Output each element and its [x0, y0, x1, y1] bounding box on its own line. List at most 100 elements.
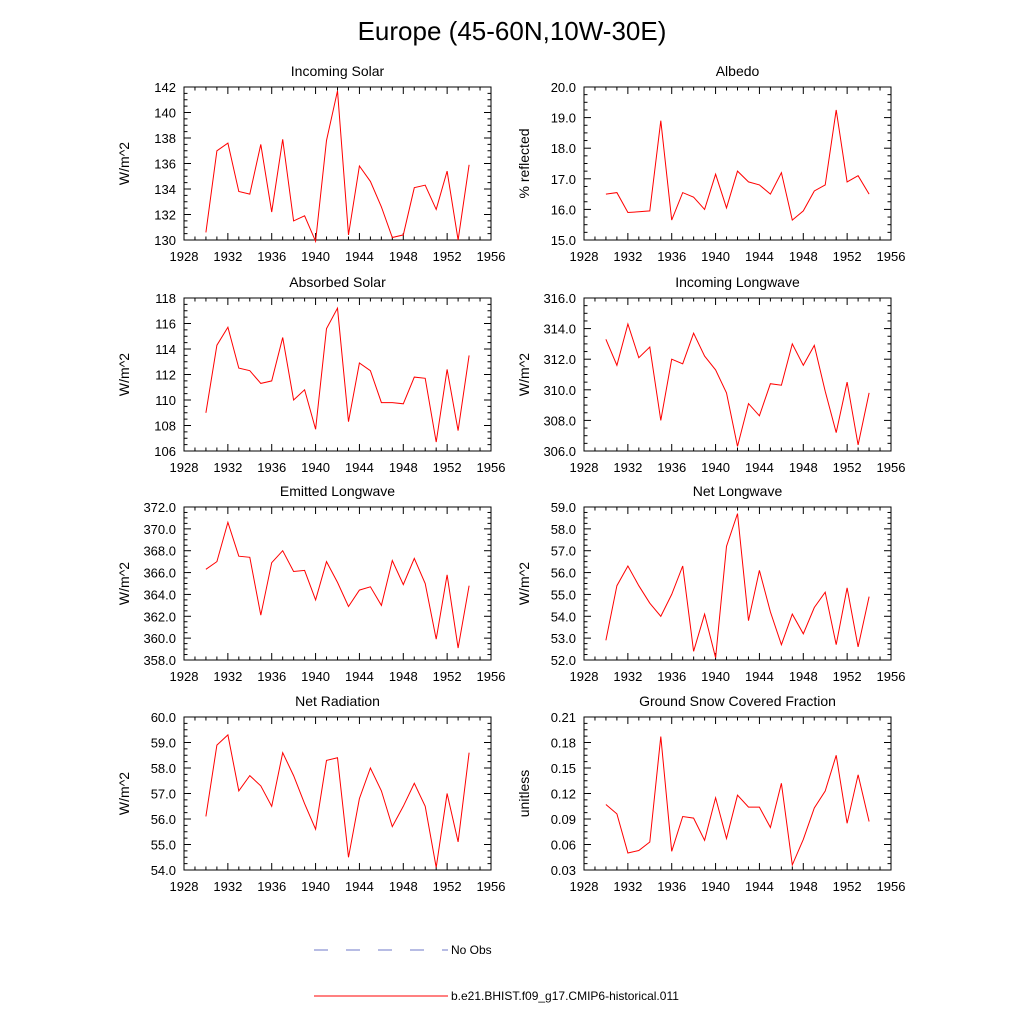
data-series-line	[205, 733, 470, 868]
x-tick-label: 1940	[301, 669, 330, 684]
legend-obs-label: No Obs	[451, 943, 492, 957]
y-tick-label: 58.0	[151, 761, 176, 776]
x-tick-label: 1936	[657, 669, 686, 684]
x-tick-label: 1932	[213, 249, 242, 264]
x-tick-label: 1956	[877, 669, 906, 684]
x-tick-label: 1944	[345, 669, 374, 684]
y-tick-label: 17.0	[551, 172, 576, 187]
x-tick-label: 1936	[257, 669, 286, 684]
y-tick-label: 59.0	[551, 500, 576, 515]
x-tick-label: 1940	[701, 669, 730, 684]
x-tick-label: 1944	[745, 879, 774, 894]
y-tick-label: 108	[154, 419, 176, 434]
x-tick-label: 1940	[301, 879, 330, 894]
y-tick-label: 54.0	[551, 609, 576, 624]
figure-title: Europe (45-60N,10W-30E)	[358, 16, 667, 46]
x-tick-label: 1936	[657, 460, 686, 475]
y-tick-label: 59.0	[151, 736, 176, 751]
x-tick-label: 1928	[170, 460, 199, 475]
x-tick-label: 1948	[789, 879, 818, 894]
y-tick-label: 0.03	[551, 863, 576, 878]
x-tick-label: 1956	[477, 669, 506, 684]
x-tick-label: 1932	[613, 460, 642, 475]
plot-frame	[183, 297, 492, 452]
y-axis-label: W/m^2	[516, 562, 532, 605]
x-tick-label: 1928	[170, 879, 199, 894]
x-tick-label: 1948	[789, 460, 818, 475]
y-tick-label: 55.0	[151, 838, 176, 853]
x-tick-label: 1932	[213, 669, 242, 684]
x-tick-label: 1944	[345, 460, 374, 475]
y-axis-label: unitless	[516, 770, 532, 817]
x-tick-label: 1948	[389, 879, 418, 894]
y-tick-label: 116	[155, 317, 176, 332]
y-tick-label: 112	[155, 368, 176, 383]
chart-panel: 1928 1932 1936 1940 1944 1948 1952 1956 358.0 360…	[116, 483, 505, 684]
chart-panel: 1928 1932 1936 1940 1944 1948 1952 1956 0.03 0.06…	[516, 693, 905, 894]
x-tick-label: 1940	[301, 460, 330, 475]
y-tick-label: 0.12	[551, 787, 576, 802]
panels: 1928 1932 1936 1940 1944 1948 1952 1956 130 132 13…	[116, 63, 905, 894]
x-tick-label: 1952	[833, 879, 862, 894]
y-axis-label: W/m^2	[516, 353, 532, 396]
y-tick-label: 138	[154, 131, 176, 146]
x-tick-label: 1936	[257, 879, 286, 894]
x-tick-label: 1952	[433, 249, 462, 264]
x-tick-label: 1948	[789, 669, 818, 684]
x-tick-label: 1928	[170, 249, 199, 264]
plot-frame	[583, 506, 892, 661]
y-tick-label: 360.0	[143, 631, 176, 646]
y-tick-label: 306.0	[543, 444, 576, 459]
x-tick-label: 1948	[389, 249, 418, 264]
x-tick-label: 1944	[345, 879, 374, 894]
plot-frame	[183, 716, 492, 871]
y-tick-label: 364.0	[143, 587, 176, 602]
x-tick-label: 1952	[833, 460, 862, 475]
legend-model-label: b.e21.BHIST.f09_g17.CMIP6-historical.011	[451, 989, 679, 1003]
x-tick-label: 1956	[877, 879, 906, 894]
x-tick-label: 1940	[701, 249, 730, 264]
chart-panel: 1928 1932 1936 1940 1944 1948 1952 1956 54.0 55.0…	[116, 693, 505, 894]
y-tick-label: 136	[154, 157, 176, 172]
y-tick-label: 58.0	[551, 522, 576, 537]
data-series-line	[605, 736, 870, 867]
x-tick-label: 1940	[701, 460, 730, 475]
y-tick-label: 368.0	[143, 544, 176, 559]
y-tick-label: 134	[154, 182, 176, 197]
data-series-line	[205, 90, 470, 244]
x-tick-label: 1952	[433, 460, 462, 475]
x-tick-label: 1952	[833, 249, 862, 264]
x-tick-label: 1948	[389, 669, 418, 684]
y-tick-label: 312.0	[543, 352, 576, 367]
x-tick-label: 1956	[477, 460, 506, 475]
y-tick-label: 57.0	[551, 544, 576, 559]
y-tick-label: 52.0	[551, 653, 576, 668]
panel-title: Net Radiation	[295, 693, 380, 709]
y-tick-label: 142	[154, 80, 176, 95]
x-tick-label: 1956	[477, 879, 506, 894]
data-series-line	[605, 109, 870, 222]
x-tick-label: 1928	[170, 669, 199, 684]
y-tick-label: 114	[155, 342, 176, 357]
x-tick-label: 1928	[570, 669, 599, 684]
y-tick-label: 20.0	[551, 80, 576, 95]
y-tick-label: 15.0	[551, 233, 576, 248]
y-axis-label: W/m^2	[116, 353, 132, 396]
y-tick-label: 316.0	[543, 291, 576, 306]
y-axis-label: W/m^2	[116, 142, 132, 185]
y-tick-label: 16.0	[551, 202, 576, 217]
x-tick-label: 1932	[613, 669, 642, 684]
x-tick-label: 1952	[833, 669, 862, 684]
x-tick-label: 1940	[701, 879, 730, 894]
y-tick-label: 19.0	[551, 111, 576, 126]
y-tick-label: 366.0	[143, 566, 176, 581]
y-tick-label: 362.0	[143, 609, 176, 624]
panel-title: Albedo	[716, 63, 760, 79]
chart-panel: 1928 1932 1936 1940 1944 1948 1952 1956 130 132 13…	[116, 63, 505, 264]
data-series-line	[205, 306, 470, 443]
y-tick-label: 0.15	[551, 761, 576, 776]
y-axis-label: W/m^2	[116, 772, 132, 815]
y-tick-label: 118	[155, 291, 176, 306]
y-tick-label: 130	[154, 233, 176, 248]
x-tick-label: 1932	[613, 879, 642, 894]
